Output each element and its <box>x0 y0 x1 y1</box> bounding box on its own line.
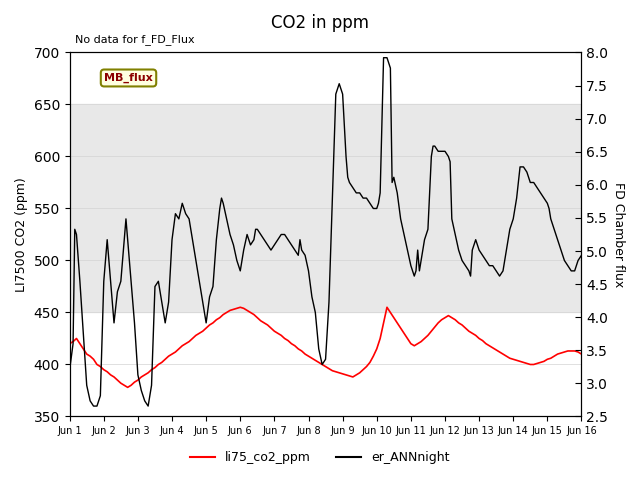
Text: No data for f_FD_Flux: No data for f_FD_Flux <box>75 34 195 45</box>
Text: MB_flux: MB_flux <box>104 73 153 83</box>
Legend: li75_co2_ppm, er_ANNnight: li75_co2_ppm, er_ANNnight <box>186 446 454 469</box>
Y-axis label: LI7500 CO2 (ppm): LI7500 CO2 (ppm) <box>15 177 28 292</box>
Bar <box>70 105 582 312</box>
Text: CO2 in ppm: CO2 in ppm <box>271 14 369 33</box>
Y-axis label: FD Chamber flux: FD Chamber flux <box>612 182 625 287</box>
